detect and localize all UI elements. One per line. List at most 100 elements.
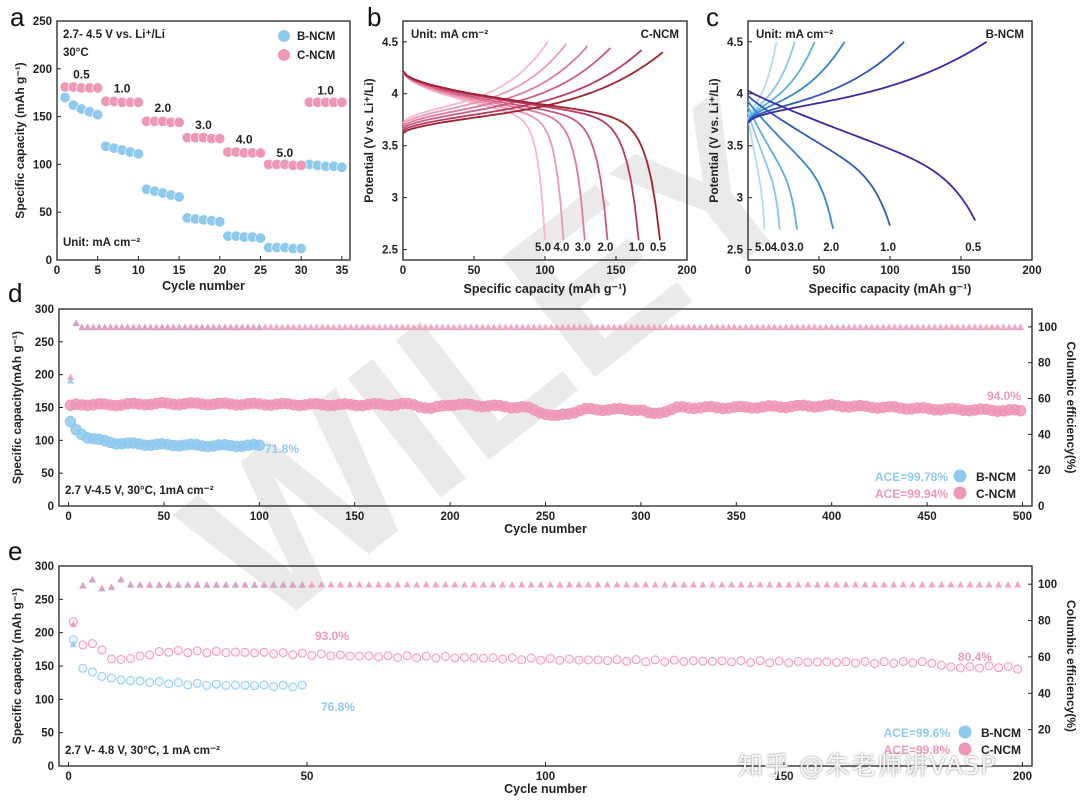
efficiency-point-c-ncm [937,580,945,588]
efficiency-point-c-ncm [702,323,710,331]
capacity-point-c-ncm [698,656,708,666]
efficiency-point-c-ncm [553,323,561,331]
charge-curve-0.5 [402,51,664,134]
efficiency-point-c-ncm [856,323,864,331]
capacity-point-c-ncm [669,655,679,665]
capacity-point-c-ncm [784,658,794,668]
efficiency-point-c-ncm [222,580,230,588]
efficiency-point-c-ncm [98,584,106,592]
charge-curve-2.0 [402,47,611,130]
capacity-point-b-ncm [269,681,279,691]
capacity-point-b-ncm [97,671,107,681]
efficiency-point-c-ncm [832,580,841,588]
y-tick-label: 300 [35,561,54,573]
charge-curve-1.0 [402,49,643,132]
efficiency-point-c-ncm [118,323,126,331]
capacity-point-b-ncm [240,680,250,690]
capacity-point-c-ncm [879,657,889,667]
efficiency-point-c-ncm [908,323,916,331]
efficiency-point-c-ncm [72,319,80,327]
x-tick-label: 400 [822,511,841,523]
x-tick-label: 300 [631,511,650,523]
data-point-b-ncm [336,161,348,173]
rate-label: 3.0 [195,118,212,132]
efficiency-point-c-ncm [699,580,707,588]
capacity-point-c-ncm [316,649,326,659]
efficiency-point-c-ncm [902,323,910,331]
efficiency-point-c-ncm [684,323,693,331]
efficiency-point-c-ncm [527,580,535,588]
capacity-point-c-ncm [450,653,460,663]
efficiency-point-c-ncm [279,580,287,588]
efficiency-point-c-ncm [444,323,452,331]
y-axis-label: Specific capacity (mAh g⁻¹) [10,588,24,744]
efficiency-point-c-ncm [556,580,564,588]
efficiency-point-c-ncm [403,580,411,588]
discharge-curve-0.5 [402,70,661,241]
capacity-point-c-ncm [154,647,164,657]
efficiency-point-c-ncm [467,323,475,331]
x-tick-label: 20 [213,265,226,277]
efficiency-point-c-ncm [204,323,212,331]
unit-label: Unit: mA cm⁻² [756,29,833,41]
x-axis-label: Cycle number [504,522,587,536]
y-tick-label: 150 [35,661,54,673]
efficiency-point-c-ncm [942,323,950,331]
capacity-point-b-ncm [183,680,193,690]
capacity-point-c-ncm [955,663,965,673]
efficiency-point-c-ncm [805,323,813,331]
rate-label: 1.0 [317,84,334,98]
efficiency-point-c-ncm [438,323,447,331]
efficiency-point-c-ncm [564,323,572,331]
data-point-b-ncm [173,191,185,203]
efficiency-point-c-ncm [633,323,641,331]
y-tick-label: 4 [737,89,744,101]
efficiency-point-c-ncm [759,323,767,331]
efficiency-point-c-ncm [976,323,985,331]
efficiency-point-c-ncm [842,580,850,588]
legend-label: C-NCM [297,50,335,62]
discharge-curve-3.0 [747,105,798,230]
efficiency-point-c-ncm [719,323,727,331]
capacity-point-c-ncm [354,651,364,661]
efficiency-point-c-ncm [966,580,974,588]
capacity-point-c-ncm [364,651,374,661]
efficiency-point-c-ncm [146,323,155,331]
plot-frame [56,20,351,261]
rate-label: 2.0 [823,242,839,254]
capacity-point-c-ncm [278,648,288,658]
efficiency-point-c-ncm [775,580,783,588]
efficiency-point-c-ncm [890,580,898,588]
capacity-point-c-ncm [431,653,441,663]
ace-label: ACE=99.94% [875,487,948,501]
efficiency-point-c-ncm [508,580,516,588]
efficiency-point-c-ncm [241,580,249,588]
capacity-point-c-ncm [679,657,689,667]
capacity-point-c-ncm [192,646,202,656]
capacity-point-b-ncm [164,679,174,689]
legend-marker [958,725,972,739]
y2-tick-label: 100 [1038,322,1057,334]
capacity-point-c-ncm [412,653,422,663]
efficiency-point-c-ncm [174,580,182,588]
efficiency-point-c-ncm [845,323,853,331]
efficiency-point-c-ncm [730,323,738,331]
efficiency-point-c-ncm [193,580,201,588]
efficiency-point-c-ncm [295,323,303,331]
legend-marker [953,469,967,483]
x-tick-label: 500 [1013,511,1032,523]
capacity-point-c-ncm [126,653,136,663]
efficiency-point-c-ncm [317,580,325,588]
efficiency-point-c-ncm [375,323,384,331]
x-tick-label: 200 [677,265,696,277]
y-tick-label: 0 [46,255,52,267]
rate-label: 3.0 [788,242,804,254]
efficiency-point-c-ncm [570,323,578,331]
y2-tick-label: 0 [1038,501,1044,513]
efficiency-point-c-ncm [146,580,154,588]
y-tick-label: 3.5 [727,141,744,153]
rate-label: 1.0 [629,242,645,254]
efficiency-point-c-ncm [181,323,189,331]
efficiency-point-c-ncm [1004,580,1012,588]
capacity-point-c-ncm [440,652,450,662]
